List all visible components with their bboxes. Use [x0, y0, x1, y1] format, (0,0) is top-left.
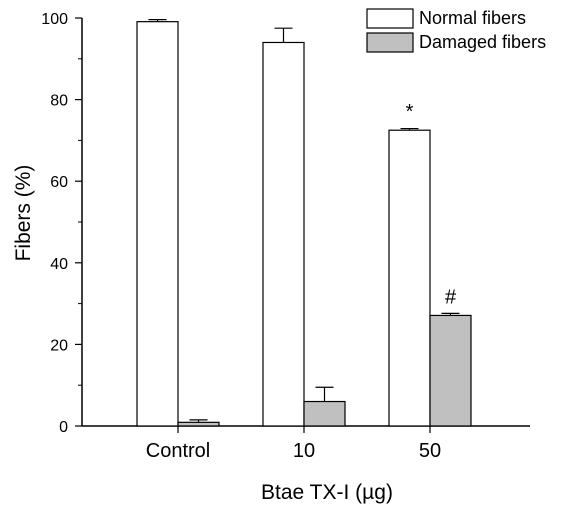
- y-tick-label: 100: [41, 11, 68, 28]
- legend-label: Normal fibers: [419, 8, 526, 28]
- error-bars: [148, 19, 460, 423]
- bar: [262, 41, 305, 427]
- bars: [136, 21, 472, 427]
- y-tick-label: 80: [50, 93, 68, 110]
- bar: [177, 421, 220, 427]
- y-tick-label: 40: [50, 256, 68, 273]
- y-axis-title: Fibers (%): [12, 165, 35, 262]
- x-ticks: Control 10 50: [146, 426, 441, 462]
- y-tick-label: 60: [50, 174, 68, 191]
- legend-label: Damaged fibers: [419, 32, 546, 52]
- bar: [388, 129, 431, 427]
- legend-swatch: [366, 32, 414, 53]
- annotations: *#: [406, 101, 457, 308]
- x-tick-label: 50: [419, 440, 441, 462]
- significance-marker: *: [406, 101, 414, 123]
- x-axis: Control 10 50: [82, 425, 530, 462]
- x-tick-label: Control: [146, 440, 210, 462]
- y-tick-label: 20: [50, 337, 68, 354]
- x-tick-label: 10: [293, 440, 315, 462]
- legend-swatch: [366, 8, 414, 29]
- bar: [136, 21, 179, 427]
- significance-marker: #: [445, 286, 457, 308]
- y-tick-label: 0: [59, 419, 68, 436]
- y-axis: 0 20 40 60 80 100: [41, 11, 83, 436]
- x-axis-title: Btae TX-I (µg): [261, 481, 393, 504]
- y-ticks: 0 20 40 60 80 100: [41, 11, 82, 436]
- bar: [429, 314, 472, 427]
- legend: Normal fibers Damaged fibers: [366, 8, 546, 53]
- bar: [303, 400, 346, 427]
